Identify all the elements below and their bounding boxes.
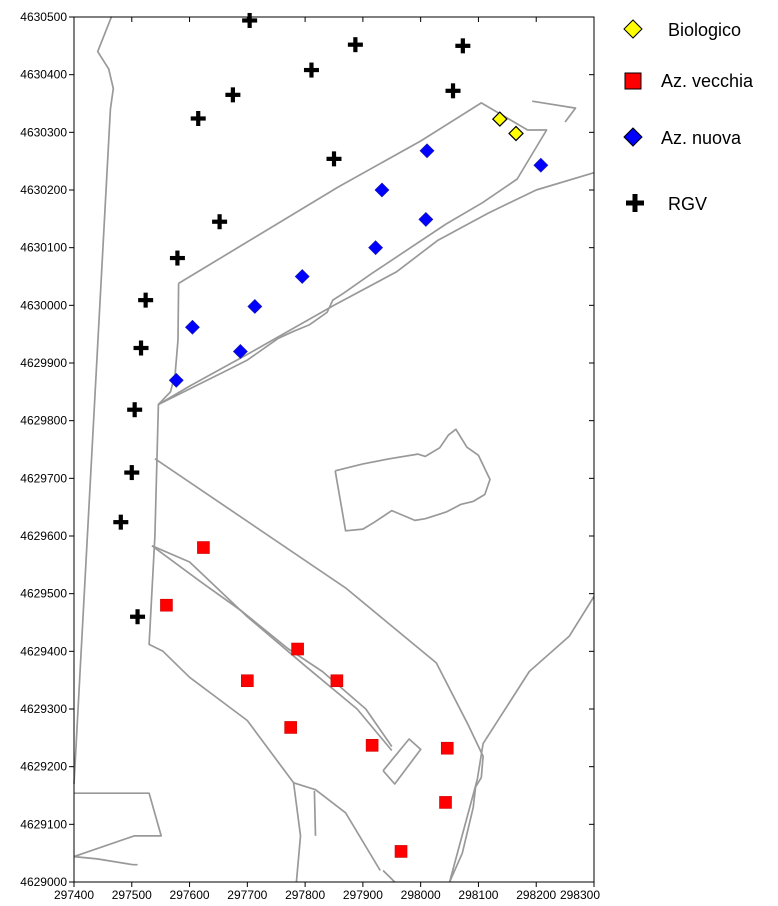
point-az-nuova: [368, 240, 384, 256]
point-az-vecchia: [160, 598, 173, 612]
point-az-vecchia: [330, 674, 344, 688]
outline-5: [448, 596, 595, 883]
outline-15: [334, 428, 491, 532]
point-rgv: [445, 83, 461, 99]
legend-label-biologico: Biologico: [668, 20, 741, 40]
point-az-nuova: [185, 319, 200, 335]
y-tick-label: 4629100: [20, 817, 67, 831]
y-tick-label: 4629600: [20, 529, 67, 543]
x-tick-label: 297800: [285, 888, 325, 902]
legend-marker-biologico: [623, 19, 643, 39]
y-tick-label: 4629500: [20, 587, 67, 601]
x-tick-label: 297500: [112, 888, 152, 902]
point-az-nuova: [374, 182, 390, 198]
outline-13: [73, 792, 163, 858]
legend-label-az-nuova: Az. nuova: [661, 128, 742, 148]
y-tick-label: 4630100: [20, 241, 67, 255]
x-tick-label: 298300: [560, 888, 600, 902]
outline-12: [292, 782, 302, 883]
point-az-vecchia: [440, 741, 454, 755]
outline-10: [382, 869, 396, 883]
x-tick-label: 297600: [170, 888, 210, 902]
y-tick-label: 4629700: [20, 471, 67, 485]
outline-2: [532, 100, 577, 123]
x-tick-label: 298100: [458, 888, 498, 902]
point-az-vecchia: [291, 642, 304, 656]
point-rgv: [190, 110, 206, 126]
y-tick-label: 4629300: [20, 702, 67, 716]
outline-4: [154, 457, 484, 883]
y-tick-label: 4630500: [20, 10, 67, 24]
point-rgv: [130, 609, 146, 625]
point-rgv: [326, 151, 342, 167]
x-tick-label: 297400: [54, 888, 94, 902]
outline-11: [313, 790, 317, 836]
point-az-vecchia: [197, 541, 210, 554]
point-rgv: [127, 402, 143, 418]
y-tick-label: 4629200: [20, 760, 67, 774]
outline-14: [73, 855, 138, 866]
point-az-vecchia: [365, 739, 379, 752]
legend-marker-az-vecchia: [624, 72, 642, 90]
outline-7: [151, 545, 393, 747]
map-outlines: [73, 16, 595, 883]
y-tick-label: 4629800: [20, 414, 67, 428]
y-tick-label: 4629000: [20, 875, 67, 889]
point-rgv: [113, 514, 129, 530]
x-tick-label: 298000: [401, 888, 441, 902]
data-points: [113, 12, 549, 858]
y-tick-label: 4630300: [20, 125, 67, 139]
legend-marker-az-nuova: [623, 127, 643, 147]
y-tick-label: 4629900: [20, 356, 67, 370]
y-tick-label: 4629400: [20, 644, 67, 658]
point-rgv: [212, 214, 228, 230]
point-az-nuova: [533, 157, 549, 173]
point-biologico: [491, 111, 508, 127]
outline-0: [73, 16, 115, 785]
point-rgv: [225, 87, 241, 103]
y-tick-label: 4630200: [20, 183, 67, 197]
point-az-nuova: [419, 143, 435, 159]
point-rgv: [347, 37, 363, 53]
point-az-vecchia: [394, 845, 408, 858]
plot-area: [74, 17, 594, 882]
point-rgv: [169, 250, 185, 266]
point-rgv: [242, 12, 258, 28]
point-az-nuova: [168, 372, 184, 388]
point-az-nuova: [232, 344, 248, 359]
point-biologico: [508, 125, 524, 142]
point-az-nuova: [294, 269, 310, 284]
point-az-vecchia: [439, 796, 452, 809]
point-rgv: [133, 340, 149, 356]
legend-label-az-vecchia: Az. vecchia: [661, 71, 754, 91]
legend: Biologico Az. vecchia Az. nuova RGV: [623, 19, 754, 214]
legend-label-rgv: RGV: [668, 194, 707, 214]
plot-frame: [73, 16, 595, 883]
outline-8: [382, 738, 422, 785]
point-az-nuova: [418, 211, 434, 227]
y-tick-label: 4630400: [20, 68, 67, 82]
x-tick-label: 297900: [343, 888, 383, 902]
outline-3: [157, 171, 595, 406]
point-rgv: [455, 38, 471, 54]
point-rgv: [138, 292, 154, 308]
point-az-nuova: [247, 299, 263, 314]
point-rgv: [303, 62, 319, 78]
x-tick-label: 298200: [516, 888, 556, 902]
y-tick-label: 4630000: [20, 298, 67, 312]
axes: 4629000 4629100 4629200 4629300 4629400 46295…: [20, 10, 600, 902]
point-az-vecchia: [284, 721, 297, 734]
x-tick-label: 297700: [227, 888, 267, 902]
point-rgv: [124, 465, 140, 481]
outline-9: [148, 404, 381, 871]
legend-marker-rgv: [626, 194, 644, 212]
outline-6: [151, 545, 393, 752]
point-az-vecchia: [241, 674, 254, 688]
